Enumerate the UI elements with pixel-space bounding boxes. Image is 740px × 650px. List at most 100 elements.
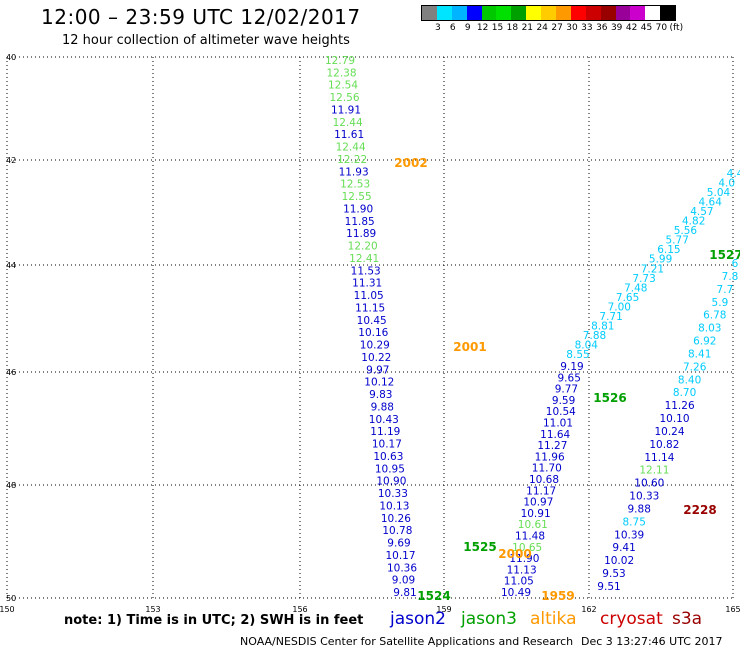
axis-labels: 40 42 44 46 48 50 150 153 156 159 162 165	[0, 53, 740, 614]
longitude-label: 162	[581, 605, 596, 614]
color-legend-swatches	[421, 5, 677, 21]
wave-height-label: 10.91	[521, 508, 551, 520]
wave-height-label: 7.21	[641, 263, 664, 275]
wave-height-label: 10.39	[614, 529, 644, 541]
wave-height-label: 11.01	[543, 418, 573, 430]
wave-height-label: 10.95	[375, 463, 405, 475]
wave-height-label: 9.88	[628, 504, 651, 516]
wave-height-label: 4.4	[727, 168, 740, 180]
color-legend-label: 70	[655, 23, 668, 33]
latitude-label: 44	[6, 261, 16, 270]
color-legend-label: 15	[491, 23, 504, 33]
wave-height-label: 11.85	[345, 216, 375, 228]
wave-height-label: 7.26	[683, 361, 707, 373]
color-legend-label: 9	[464, 23, 471, 33]
wave-height-label: 10.10	[659, 413, 689, 425]
longitude-label: 159	[436, 605, 451, 614]
longitude-label: 150	[0, 605, 15, 614]
wave-height-label: 10.63	[373, 451, 403, 463]
wave-height-label: 12.44	[333, 117, 363, 129]
color-legend-label: 6	[449, 23, 456, 33]
wave-height-label: 11.53	[351, 265, 381, 277]
wave-height-label: 10.02	[604, 555, 634, 567]
wave-height-label: 11.90	[343, 204, 373, 216]
wave-height-label: 9.83	[369, 389, 392, 401]
wave-height-label: 9.51	[597, 581, 620, 593]
wave-height-label: 11.89	[346, 228, 376, 240]
wave-height-label: 8.55	[566, 349, 589, 361]
color-legend-label: 12	[476, 23, 489, 33]
wave-height-label: 7.88	[583, 330, 606, 342]
color-swatch	[556, 6, 571, 20]
wave-height-label: 10.26	[381, 513, 411, 525]
wave-height-label: 12.41	[349, 253, 379, 265]
wave-height-label: 4.64	[699, 197, 723, 209]
wave-height-label: 12.11	[639, 465, 669, 477]
wave-height-label: 10.36	[387, 562, 417, 574]
wave-height-label: 11.19	[370, 426, 400, 438]
wave-height-label: 10.97	[523, 497, 553, 509]
color-legend-labels: 3 6 9 12 15 18 21 24 27 30 33 36 39 42 45 70 (ft)	[421, 21, 683, 35]
latitude-label: 48	[6, 481, 16, 490]
wave-height-label: 6.78	[703, 310, 726, 322]
pass-time-label: 1527	[709, 248, 740, 262]
wave-height-label: 10.17	[385, 550, 415, 562]
color-legend-label: 33	[581, 23, 593, 33]
pass-time-label: 1525	[463, 540, 496, 554]
wave-height-label: 11.05	[354, 290, 384, 302]
page-title: 12:00 – 23:59 UTC 12/02/2017	[41, 5, 361, 29]
wave-height-label: 7.48	[624, 282, 647, 294]
wave-height-label: 10.17	[372, 439, 402, 451]
wave-height-label: 9.69	[387, 538, 410, 550]
longitude-label: 153	[145, 605, 160, 614]
wave-height-label: 11.26	[665, 400, 695, 412]
longitude-label: 165	[725, 605, 740, 614]
color-swatch	[526, 6, 542, 20]
wave-height-label: 8.41	[688, 348, 711, 360]
color-swatch	[422, 6, 437, 20]
wave-height-label: 7.8	[722, 271, 739, 283]
pass-time-label: 2002	[394, 156, 427, 170]
color-swatch	[481, 6, 497, 20]
wave-height-label: 5.9	[712, 297, 729, 309]
wave-height-label: 9.41	[612, 542, 635, 554]
wave-height-label: 9.19	[560, 361, 583, 373]
wave-height-label: 10.22	[361, 352, 391, 364]
wave-height-label: 11.90	[509, 553, 539, 565]
wave-height-label: 5.04	[707, 187, 731, 199]
color-legend-label: 39	[610, 23, 623, 33]
wave-height-label: 7.73	[632, 273, 655, 285]
color-legend-label: 30	[566, 23, 578, 33]
wave-height-label: 12.44	[336, 142, 366, 154]
wave-height-label: 7.7	[717, 284, 734, 296]
color-swatch	[436, 6, 452, 20]
color-legend-label: 27	[551, 23, 563, 33]
wave-height-label: 4.82	[682, 216, 705, 228]
wave-height-label: 10.45	[357, 315, 387, 327]
latitude-label: 50	[6, 594, 16, 603]
wave-height-label: 10.60	[634, 478, 664, 490]
wave-height-label: 11.15	[355, 302, 385, 314]
satellite-legend-jason3: jason3	[461, 609, 517, 629]
color-swatch	[630, 6, 646, 20]
color-legend-label: 45	[640, 23, 653, 33]
wave-height-label: 12.79	[325, 55, 355, 67]
wave-height-label: 9.97	[366, 364, 389, 376]
wave-height-label: 7.71	[599, 311, 622, 323]
wave-height-label: 12.53	[340, 179, 370, 191]
wave-height-label: 10.54	[546, 406, 576, 418]
color-swatch	[466, 6, 482, 20]
satellite-legend-cryosat: cryosat	[600, 609, 663, 629]
color-swatch	[660, 6, 676, 20]
wave-height-label: 9.77	[555, 384, 578, 396]
wave-height-label: 9.88	[371, 401, 394, 413]
wave-height-label: 7.65	[616, 292, 639, 304]
satellite-legend-s3a: s3a	[672, 609, 703, 629]
satellite-legend-altika: altika	[530, 609, 577, 629]
latitude-label: 42	[6, 156, 16, 165]
track-1526: 9.199.659.779.5910.5411.0111.6411.2711.9…	[501, 361, 584, 599]
wave-height-label: 6.15	[657, 244, 680, 256]
color-swatch	[615, 6, 631, 20]
wave-height-label: 12.54	[328, 80, 358, 92]
pass-time-label: 1524	[417, 589, 450, 603]
